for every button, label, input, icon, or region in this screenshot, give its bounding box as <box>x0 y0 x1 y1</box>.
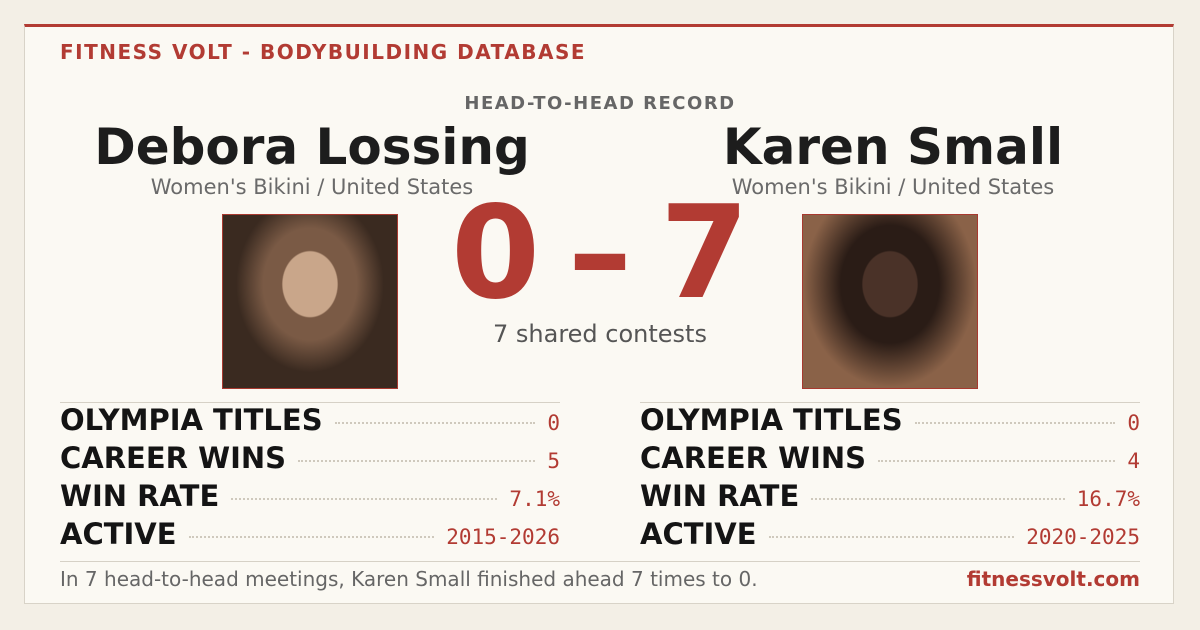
shared-contests: 7 shared contests <box>493 320 707 348</box>
score-right: 7 <box>660 179 750 328</box>
summary: In 7 head-to-head meetings, Karen Small … <box>60 567 758 591</box>
stat-label: ACTIVE <box>60 517 177 551</box>
stat-label: ACTIVE <box>640 517 757 551</box>
stats-table: OLYMPIA TITLES 0 CAREER WINS 5 WIN RATE 7.1% A… <box>60 402 560 555</box>
stat-row: OLYMPIA TITLES 0 <box>60 403 560 441</box>
dot-leader <box>768 536 1015 538</box>
dot-leader <box>914 422 1116 424</box>
brand: FITNESS VOLT - BODYBUILDING DATABASE <box>60 40 587 64</box>
score-separator: – <box>568 179 632 328</box>
stat-value: 0 <box>547 411 560 435</box>
stat-label: WIN RATE <box>60 479 220 513</box>
dot-leader <box>811 498 1065 500</box>
stat-label: CAREER WINS <box>640 441 867 475</box>
score-left: 0 <box>450 179 540 328</box>
stat-value: 5 <box>547 449 560 473</box>
athlete-photo <box>802 214 978 389</box>
stat-label: CAREER WINS <box>60 441 287 475</box>
score: 0–7 <box>400 190 800 318</box>
dot-leader <box>298 460 536 462</box>
stat-label: WIN RATE <box>640 479 800 513</box>
athlete-name: Debora Lossing <box>94 118 530 176</box>
stat-row: CAREER WINS 4 <box>640 441 1140 479</box>
athlete-division: Women's Bikini / United States <box>731 175 1055 199</box>
dot-leader <box>878 460 1116 462</box>
stat-row: WIN RATE 7.1% <box>60 479 560 517</box>
athlete-name: Karen Small <box>722 118 1064 176</box>
stat-value: 4 <box>1127 449 1140 473</box>
stat-value: 16.7% <box>1076 487 1140 511</box>
stat-row: WIN RATE 16.7% <box>640 479 1140 517</box>
stat-label: OLYMPIA TITLES <box>640 403 903 437</box>
subtitle: HEAD-TO-HEAD RECORD <box>464 93 736 114</box>
stat-value: 7.1% <box>509 487 560 511</box>
dot-leader <box>188 536 435 538</box>
dot-leader <box>231 498 498 500</box>
stat-row: OLYMPIA TITLES 0 <box>640 403 1140 441</box>
athlete-photo <box>222 214 398 389</box>
divider <box>60 561 1140 562</box>
site-link[interactable]: fitnessvolt.com <box>966 567 1140 591</box>
stat-label: OLYMPIA TITLES <box>60 403 323 437</box>
stat-row: ACTIVE 2020-2025 <box>640 517 1140 555</box>
stats-table: OLYMPIA TITLES 0 CAREER WINS 4 WIN RATE 16.7%… <box>640 402 1140 555</box>
athlete-division: Women's Bikini / United States <box>150 175 474 199</box>
stat-value: 2015-2026 <box>446 525 560 549</box>
stat-value: 0 <box>1127 411 1140 435</box>
stat-row: ACTIVE 2015-2026 <box>60 517 560 555</box>
stat-value: 2020-2025 <box>1026 525 1140 549</box>
dot-leader <box>334 422 536 424</box>
card <box>24 24 1174 604</box>
stat-row: CAREER WINS 5 <box>60 441 560 479</box>
